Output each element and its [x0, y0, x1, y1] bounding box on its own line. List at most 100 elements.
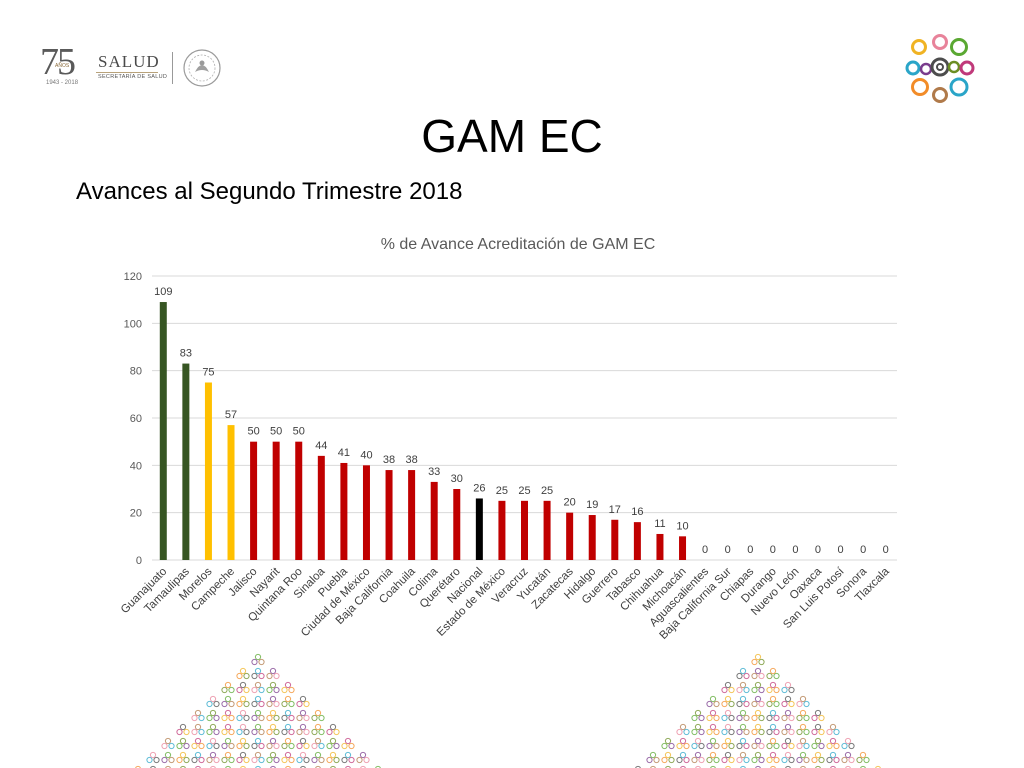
- pattern-ring: [251, 756, 258, 764]
- pattern-ring: [284, 695, 292, 703]
- bar-coahuila: [408, 470, 416, 560]
- pattern-ring: [209, 737, 217, 745]
- pattern-ring: [709, 695, 717, 703]
- pattern-ring: [800, 765, 806, 768]
- pattern-ring: [784, 709, 792, 717]
- pattern-ring: [721, 756, 728, 764]
- pattern-ring: [788, 700, 795, 708]
- bar-veracruz: [521, 500, 528, 560]
- pattern-ring: [251, 742, 258, 750]
- pattern-ring: [224, 723, 232, 731]
- bar-sinaloa: [317, 455, 325, 560]
- pattern-ring: [266, 714, 273, 722]
- pattern-ring: [258, 700, 265, 708]
- pattern-ring: [228, 686, 235, 694]
- pattern-ring: [683, 756, 690, 764]
- pattern-ring: [285, 765, 291, 768]
- data-label: 16: [631, 506, 643, 518]
- bar-hidalgo: [588, 515, 596, 560]
- pattern-ring: [758, 658, 765, 666]
- pattern-ring: [299, 709, 307, 717]
- pattern-ring: [766, 756, 773, 764]
- pattern-ring: [345, 765, 351, 768]
- data-label: 0: [770, 544, 776, 556]
- pattern-ring: [296, 742, 303, 750]
- pattern-ring: [784, 737, 792, 745]
- pattern-ring: [281, 686, 288, 694]
- pattern-ring: [728, 686, 735, 694]
- pattern-ring: [844, 737, 852, 745]
- pattern-ring: [288, 686, 295, 694]
- pattern-ring: [258, 714, 265, 722]
- pattern-ring: [341, 742, 348, 750]
- pattern-ring: [198, 756, 205, 764]
- pattern-ring: [228, 700, 235, 708]
- pattern-ring: [266, 742, 273, 750]
- pattern-ring: [724, 751, 732, 759]
- pattern-ring: [206, 714, 213, 722]
- pattern-ring: [773, 756, 780, 764]
- bar-series: [159, 302, 687, 560]
- pattern-ring: [266, 728, 273, 736]
- pattern-ring: [296, 756, 303, 764]
- data-label: 50: [270, 426, 282, 438]
- pattern-ring: [254, 709, 262, 717]
- pattern-ring: [239, 695, 247, 703]
- pattern-ring: [176, 756, 183, 764]
- pattern-ring: [814, 751, 822, 759]
- pattern-ring: [288, 700, 295, 708]
- bar-colima: [430, 481, 438, 560]
- pattern-ring: [769, 695, 777, 703]
- pattern-ring: [179, 751, 187, 759]
- pattern-ring: [258, 658, 265, 666]
- pattern-ring: [713, 728, 720, 736]
- pattern-ring: [149, 751, 157, 759]
- pattern-ring: [266, 672, 273, 680]
- pattern-ring: [243, 728, 250, 736]
- bar-quer-taro: [453, 489, 461, 560]
- pattern-ring: [254, 751, 262, 759]
- pattern-ring: [288, 714, 295, 722]
- pattern-ring: [691, 728, 698, 736]
- pattern-ring: [698, 714, 705, 722]
- data-label: 19: [586, 499, 598, 511]
- pattern-ring: [721, 728, 728, 736]
- pattern-ring: [829, 737, 837, 745]
- bar-yucat-n: [543, 500, 551, 560]
- pattern-ring: [784, 723, 792, 731]
- bar-quintana-roo: [295, 441, 303, 560]
- pattern-ring: [706, 700, 713, 708]
- pattern-ring: [239, 723, 247, 731]
- pattern-ring: [803, 756, 810, 764]
- pattern-ring: [311, 742, 318, 750]
- pattern-ring: [333, 742, 340, 750]
- pattern-ring: [724, 695, 732, 703]
- pattern-ring: [314, 737, 322, 745]
- bar-michoac-n: [679, 536, 687, 560]
- pattern-ring: [164, 751, 172, 759]
- decorative-circle-pattern: [135, 653, 881, 768]
- pattern-ring: [743, 700, 750, 708]
- y-tick-label: 120: [124, 271, 142, 283]
- pattern-ring: [781, 728, 788, 736]
- pattern-ring: [254, 653, 262, 661]
- pattern-ring: [179, 737, 187, 745]
- pattern-ring: [766, 728, 773, 736]
- pattern-ring: [240, 765, 246, 768]
- pattern-ring: [736, 672, 743, 680]
- pattern-ring: [799, 695, 807, 703]
- pattern-ring: [751, 728, 758, 736]
- pattern-ring: [818, 714, 825, 722]
- pattern-ring: [766, 672, 773, 680]
- pattern-ring: [818, 728, 825, 736]
- pattern-ring: [676, 728, 683, 736]
- pattern-ring: [739, 709, 747, 717]
- pattern-ring: [225, 765, 231, 768]
- pattern-ring: [743, 742, 750, 750]
- pattern-ring: [754, 667, 762, 675]
- pattern-ring: [356, 756, 363, 764]
- pattern-ring: [788, 742, 795, 750]
- data-label: 25: [541, 485, 553, 497]
- pattern-ring: [796, 728, 803, 736]
- pattern-ring: [206, 728, 213, 736]
